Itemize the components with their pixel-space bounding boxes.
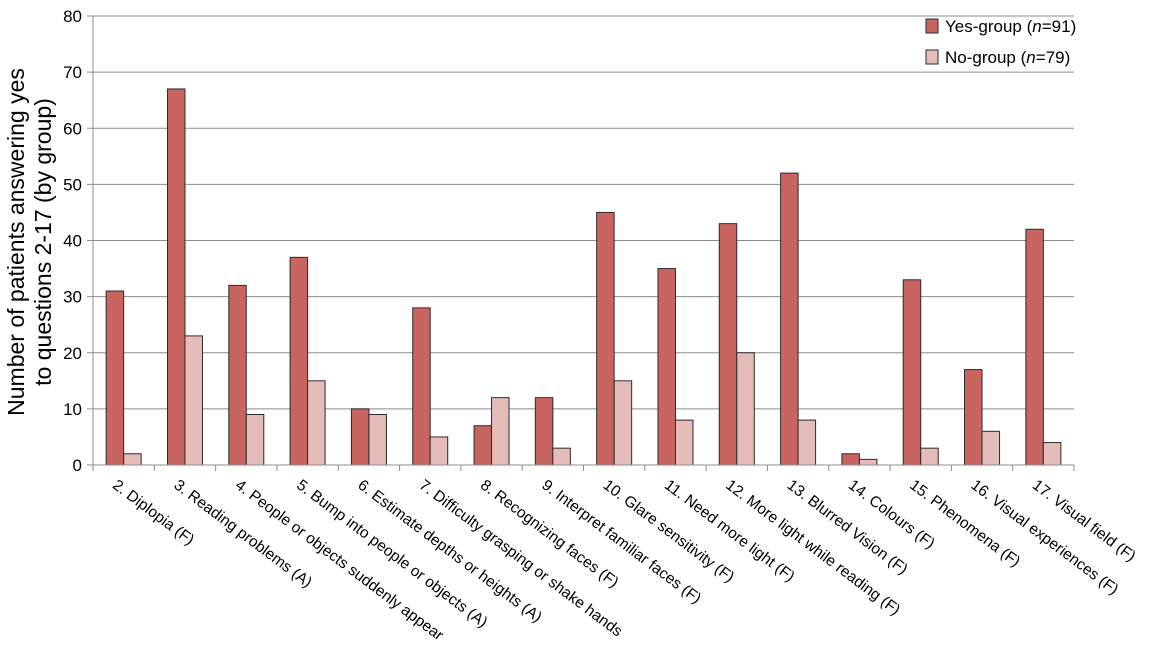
- legend-prefix: Yes-group (: [945, 17, 1033, 36]
- bar-yes-group: [718, 223, 738, 466]
- bar-yes-group: [964, 369, 983, 466]
- bar-no-group: [981, 430, 1001, 466]
- x-tick-label: 15. Phenomena (F): [906, 477, 1023, 571]
- bar-yes-group: [596, 211, 615, 466]
- bar-no-group: [429, 436, 449, 466]
- bar-no-group: [245, 413, 265, 466]
- bar-yes-group: [1025, 228, 1044, 466]
- legend-label: No-group (n=79): [945, 48, 1070, 67]
- legend-label: Yes-group (n=91): [945, 17, 1076, 36]
- bar-no-group: [858, 458, 878, 466]
- y-tick-label: 60: [63, 119, 82, 138]
- legend-suffix: =79): [1036, 48, 1071, 67]
- bar-no-group: [123, 453, 142, 466]
- y-tick-label: 0: [73, 456, 82, 475]
- bar-no-group: [736, 352, 755, 466]
- bar-no-group: [184, 335, 203, 466]
- y-tick-label: 20: [63, 344, 82, 363]
- bar-no-group: [920, 447, 939, 466]
- x-tick-label: 17. Visual field (F): [1029, 477, 1139, 566]
- bar-no-group: [797, 419, 817, 466]
- y-tick-label: 50: [63, 175, 82, 194]
- legend-n: n: [1032, 17, 1041, 36]
- bar-no-group: [613, 380, 633, 466]
- legend-swatch: [925, 18, 939, 34]
- y-axis-label-line2: to questions 2-17 (by group): [30, 98, 56, 386]
- bar-yes-group: [289, 256, 309, 466]
- bars: [105, 88, 1062, 466]
- bar-yes-group: [350, 408, 370, 466]
- bar-no-group: [307, 380, 326, 466]
- bar-no-group: [674, 419, 694, 466]
- y-tick-label: 30: [63, 288, 82, 307]
- y-tick-label: 70: [63, 63, 82, 82]
- bar-no-group: [1042, 442, 1062, 466]
- bar-yes-group: [780, 172, 799, 466]
- bar-no-group: [552, 447, 571, 466]
- y-tick-label: 80: [63, 7, 82, 26]
- legend-suffix: =91): [1042, 17, 1077, 36]
- legend: Yes-group (n=91)No-group (n=79): [925, 17, 1076, 67]
- bar-yes-group: [166, 88, 186, 466]
- y-tick-label: 40: [63, 232, 82, 251]
- bar-yes-group: [473, 425, 493, 466]
- bar-yes-group: [412, 307, 431, 466]
- bar-no-group: [491, 397, 510, 466]
- bar-yes-group: [534, 397, 554, 466]
- legend-prefix: No-group (: [945, 48, 1027, 67]
- axes: [87, 15, 1075, 471]
- bar-yes-group: [902, 279, 922, 466]
- gridlines: [93, 15, 1074, 410]
- bar-no-group: [368, 413, 387, 466]
- legend-swatch: [925, 49, 939, 65]
- bar-yes-group: [841, 453, 860, 466]
- x-tick-labels: 2. Diplopia (F)3. Reading problems (A)4.…: [109, 477, 1139, 645]
- y-tick-labels: 0 10 20 30 40 50 60 70 80: [63, 7, 82, 475]
- bar-yes-group: [228, 284, 247, 466]
- bar-yes-group: [105, 290, 125, 466]
- y-tick-label: 10: [63, 400, 82, 419]
- bar-yes-group: [657, 268, 676, 466]
- legend-n: n: [1026, 48, 1035, 67]
- y-axis-label-line1: Number of patients answering yes: [3, 68, 29, 416]
